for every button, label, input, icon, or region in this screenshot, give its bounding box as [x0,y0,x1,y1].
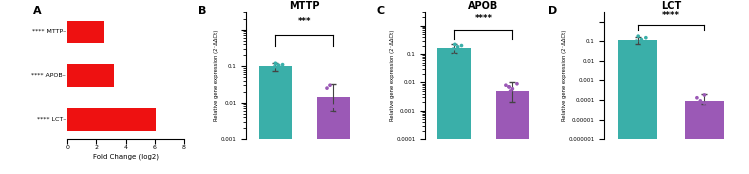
Point [452,49,464,52]
Point [698,94,710,96]
Point [503,85,515,88]
Point [326,112,338,115]
Y-axis label: Relative gene expression (2⁻ΔΔCt): Relative gene expression (2⁻ΔΔCt) [390,30,395,121]
Title: APOB: APOB [468,1,498,11]
Title: LCT: LCT [661,1,681,11]
Bar [437,48,471,174]
Point [509,112,521,115]
Text: C: C [377,6,384,16]
Point [442,53,454,56]
Text: D: D [548,6,557,16]
Point [506,87,518,90]
Bar [67,108,156,131]
Point [332,109,344,112]
Bar [67,21,103,43]
Point [330,107,342,110]
Text: B: B [198,6,206,16]
Text: ***: *** [297,17,311,26]
Y-axis label: Relative gene expression (2⁻ΔΔCt): Relative gene expression (2⁻ΔΔCt) [214,30,219,121]
Point [321,98,333,101]
Point [511,82,523,85]
Text: **** LCT–: **** LCT– [37,117,66,122]
Bar [317,97,351,174]
Bar [496,91,530,174]
Point [698,102,710,104]
Point [449,43,461,46]
Point [270,62,282,65]
Point [273,67,285,70]
Point [624,46,636,48]
Bar [258,66,292,174]
Point [452,45,464,48]
Point [455,44,467,47]
Bar [67,64,114,87]
Point [637,43,649,46]
Text: ****: **** [474,14,492,23]
Point [270,62,282,65]
Point [635,38,647,41]
Point [324,84,336,87]
Point [503,85,515,88]
Point [327,105,339,108]
Point [500,84,512,87]
Point [500,92,512,95]
Point [703,105,715,107]
Y-axis label: Relative gene expression (2⁻ΔΔCt): Relative gene expression (2⁻ΔΔCt) [562,30,567,121]
Point [505,90,517,92]
Text: **** APOB–: **** APOB– [31,73,66,78]
Point [691,96,703,99]
Point [268,66,280,68]
X-axis label: Fold Change (log2): Fold Change (log2) [93,153,159,160]
Point [640,36,652,39]
Title: MTTP: MTTP [289,1,320,11]
Point [263,69,275,72]
Bar [618,40,657,174]
Point [631,40,643,42]
Bar [685,101,724,174]
Point [321,87,333,90]
Point [694,100,706,102]
Text: ****: **** [662,11,680,19]
Text: A: A [32,6,41,16]
Point [632,35,644,38]
Point [447,48,459,50]
Point [702,103,714,106]
Point [449,54,461,57]
Point [276,63,288,66]
Text: **** MTTP–: **** MTTP– [31,29,66,34]
Point [273,64,285,67]
